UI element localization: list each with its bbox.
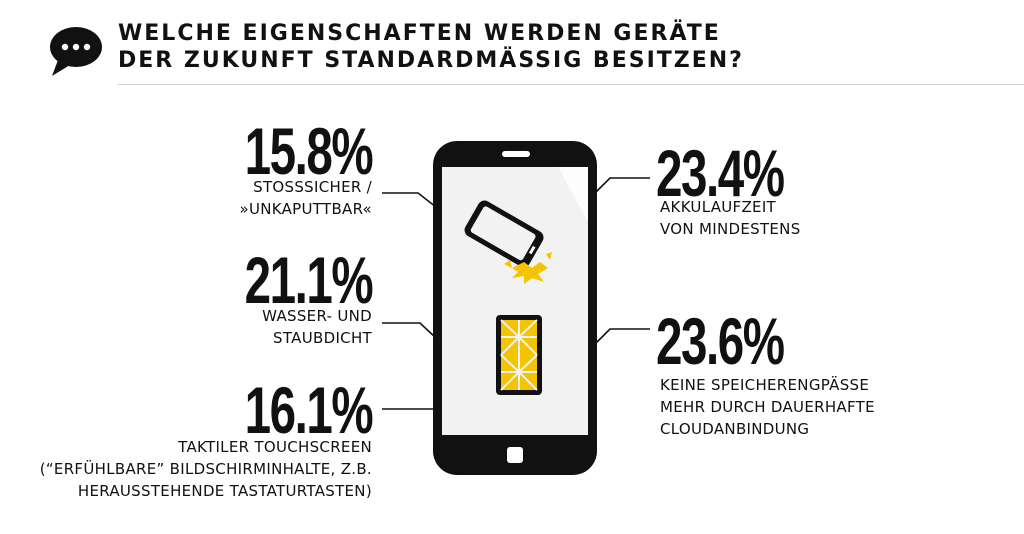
label-stosssicher-line2: »UNKAPUTTBAR« [239, 200, 372, 218]
page-title: WELCHE EIGENSCHAFTEN WERDEN GERÄTE DER Z… [118, 20, 744, 74]
value-stosssicher: 15.8% [244, 114, 373, 188]
connector-wasser [382, 322, 437, 339]
label-akku-line2: VON MINDESTENS [660, 220, 801, 238]
label-wasser-line2: STAUBDICHT [273, 329, 372, 347]
title-line-2: DER ZUKUNFT STANDARDMÄSSIG BESITZEN? [118, 48, 744, 73]
connector-akku [595, 177, 650, 193]
value-taktil: 16.1% [244, 373, 373, 447]
connector-stosssicher [382, 192, 437, 208]
title-divider [118, 84, 1024, 85]
value-wasser: 21.1% [244, 243, 373, 317]
label-taktil-line2: (“ERFÜHLBARE” BILDSCHIRMINHALTE, Z.B. [39, 460, 372, 478]
label-akku-line1: AKKULAUFZEIT [660, 198, 777, 216]
impact-burst-icon [504, 252, 552, 284]
dropped-phone-icon [464, 200, 544, 268]
label-taktil-line1: TAKTILER TOUCHSCREEN [178, 438, 372, 456]
label-speicher-line3: CLOUDANBINDUNG [660, 420, 810, 438]
label-speicher: KEINE SPEICHERENGPÄSSE MEHR DURCH DAUERH… [660, 374, 875, 440]
smartphone-icon [433, 141, 597, 475]
label-speicher-line1: KEINE SPEICHERENGPÄSSE [660, 376, 870, 394]
value-speicher: 23.6% [656, 304, 785, 378]
label-wasser-line1: WASSER- UND [262, 307, 372, 325]
label-taktil: TAKTILER TOUCHSCREEN (“ERFÜHLBARE” BILDS… [40, 436, 372, 502]
battery-icon [496, 315, 542, 395]
speech-bubble-icon [50, 27, 102, 76]
label-akku: AKKULAUFZEIT VON MINDESTENS [660, 196, 801, 240]
label-wasser: WASSER- UND STAUBDICHT [262, 305, 372, 349]
label-taktil-line3: HERAUSSTEHENDE TASTATURTASTEN) [77, 482, 372, 500]
label-speicher-line2: MEHR DURCH DAUERHAFTE [660, 398, 875, 416]
label-stosssicher-line1: STOSSSICHER / [253, 178, 372, 196]
title-line-1: WELCHE EIGENSCHAFTEN WERDEN GERÄTE [118, 21, 721, 46]
connector-speicher [595, 328, 650, 344]
value-akku: 23.4% [656, 136, 785, 210]
label-stosssicher: STOSSSICHER / »UNKAPUTTBAR« [239, 176, 372, 220]
